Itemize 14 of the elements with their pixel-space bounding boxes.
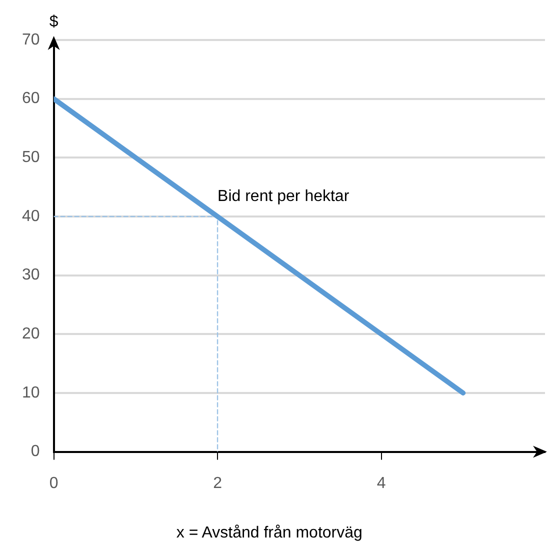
- y-tick-label: 60: [22, 90, 40, 108]
- y-tick-label: 20: [22, 326, 40, 343]
- y-tick-label: 30: [22, 266, 40, 284]
- y-tick-label: 0: [30, 443, 40, 460]
- annotation: Bid rent per hektar: [218, 188, 350, 205]
- y-tick-label: 50: [22, 149, 40, 166]
- x-tick-label: 0: [49, 474, 58, 492]
- x-axis-title: x = Avstånd från motorväg: [176, 524, 362, 542]
- y-axis-title: $: [49, 13, 58, 30]
- x-tick-label: 4: [376, 474, 386, 492]
- x-tick-label: 2: [213, 474, 222, 492]
- y-tick-label: 40: [22, 208, 40, 225]
- y-tick-label: 10: [22, 384, 40, 402]
- y-tick-label: 70: [22, 31, 40, 48]
